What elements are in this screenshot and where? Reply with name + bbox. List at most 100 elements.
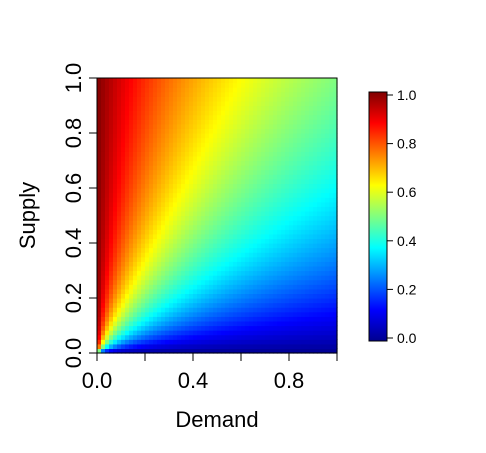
heatmap-cell [161,330,166,336]
heatmap-cell [321,243,326,249]
heatmap-cell [129,201,134,207]
heatmap-cell [197,247,202,253]
heatmap-cell [253,233,258,240]
heatmap-cell [209,78,214,84]
heatmap-cell [317,155,322,162]
heatmap-cell [97,123,102,130]
heatmap-cell [273,91,278,97]
heatmap-cell [329,215,334,221]
heatmap-cell [177,114,182,120]
heatmap-cell [225,197,230,203]
heatmap-cell [177,96,182,102]
heatmap-cell [249,155,254,162]
heatmap-cell [313,114,318,120]
heatmap-cell [169,325,174,331]
heatmap-cell [281,265,286,272]
heatmap-cell [317,233,322,240]
heatmap-cell [297,128,302,134]
heatmap-cell [321,256,326,262]
heatmap-cell [329,256,334,262]
heatmap-cell [145,105,150,111]
heatmap-cell [257,343,262,350]
heatmap-cell [205,302,210,308]
heatmap-cell [137,275,142,281]
heatmap-cell [117,229,122,235]
heatmap-cell [293,238,298,244]
heatmap-cell [301,137,306,143]
heatmap-cell [97,100,102,107]
heatmap-cell [265,343,270,350]
heatmap-cell [209,114,214,120]
heatmap-cell [205,91,210,97]
heatmap-cell [257,201,262,207]
heatmap-cell [285,298,290,304]
heatmap-cell [181,206,186,212]
heatmap-cell [293,188,298,194]
heatmap-cell [245,78,250,84]
heatmap-cell [309,188,314,194]
heatmap-cell [201,224,206,230]
heatmap-cell [273,215,278,221]
heatmap-cell [261,247,266,253]
heatmap-cell [149,87,154,93]
heatmap-cell [325,123,330,130]
heatmap-cell [329,178,334,185]
heatmap-cell [197,279,202,285]
heatmap-cell [317,343,322,350]
heatmap-cell [205,206,210,212]
heatmap-cell [101,183,106,189]
heatmap-cell [269,114,274,120]
heatmap-cell [133,252,138,258]
heatmap-cell [173,174,178,180]
heatmap-cell [241,270,246,276]
heatmap-cell [157,210,162,217]
heatmap-cell [249,265,254,272]
heatmap-cell [205,201,210,207]
heatmap-cell [153,169,158,175]
heatmap-cell [317,224,322,230]
heatmap-cell [185,119,190,125]
heatmap-cell [305,339,310,345]
heatmap-cell [229,119,234,125]
heatmap-cell [333,224,338,230]
heatmap-cell [297,343,302,350]
heatmap-cell [177,137,182,143]
heatmap-cell [249,224,254,230]
heatmap-cell [141,343,146,350]
heatmap-cell [265,133,270,139]
heatmap-cell [185,146,190,152]
heatmap-cell [133,334,138,340]
heatmap-cell [153,284,158,290]
heatmap-cell [193,334,198,340]
heatmap-cell [293,96,298,102]
heatmap-cell [225,206,230,212]
heatmap-cell [281,133,286,139]
heatmap-cell [265,288,270,295]
heatmap-cell [157,160,162,166]
heatmap-cell [185,133,190,139]
heatmap-cell [185,183,190,189]
heatmap-cell [241,334,246,340]
heatmap-cell [97,137,102,143]
heatmap-cell [129,302,134,308]
heatmap-cell [117,233,122,240]
heatmap-cell [265,284,270,290]
heatmap-cell [253,119,258,125]
heatmap-cell [221,82,226,88]
heatmap-cell [101,165,106,171]
heatmap-cell [193,160,198,166]
heatmap-cell [321,165,326,171]
heatmap-cell [177,142,182,148]
heatmap-cell [153,220,158,226]
heatmap-cell [289,320,294,327]
heatmap-cell [329,293,334,299]
heatmap-cell [229,348,234,354]
heatmap-cell [313,128,318,134]
heatmap-cell [257,293,262,299]
heatmap-cell [225,243,230,249]
heatmap-cell [161,105,166,111]
heatmap-cell [313,146,318,152]
heatmap-cell [177,82,182,88]
heatmap-cell [177,307,182,313]
heatmap-cell [189,160,194,166]
